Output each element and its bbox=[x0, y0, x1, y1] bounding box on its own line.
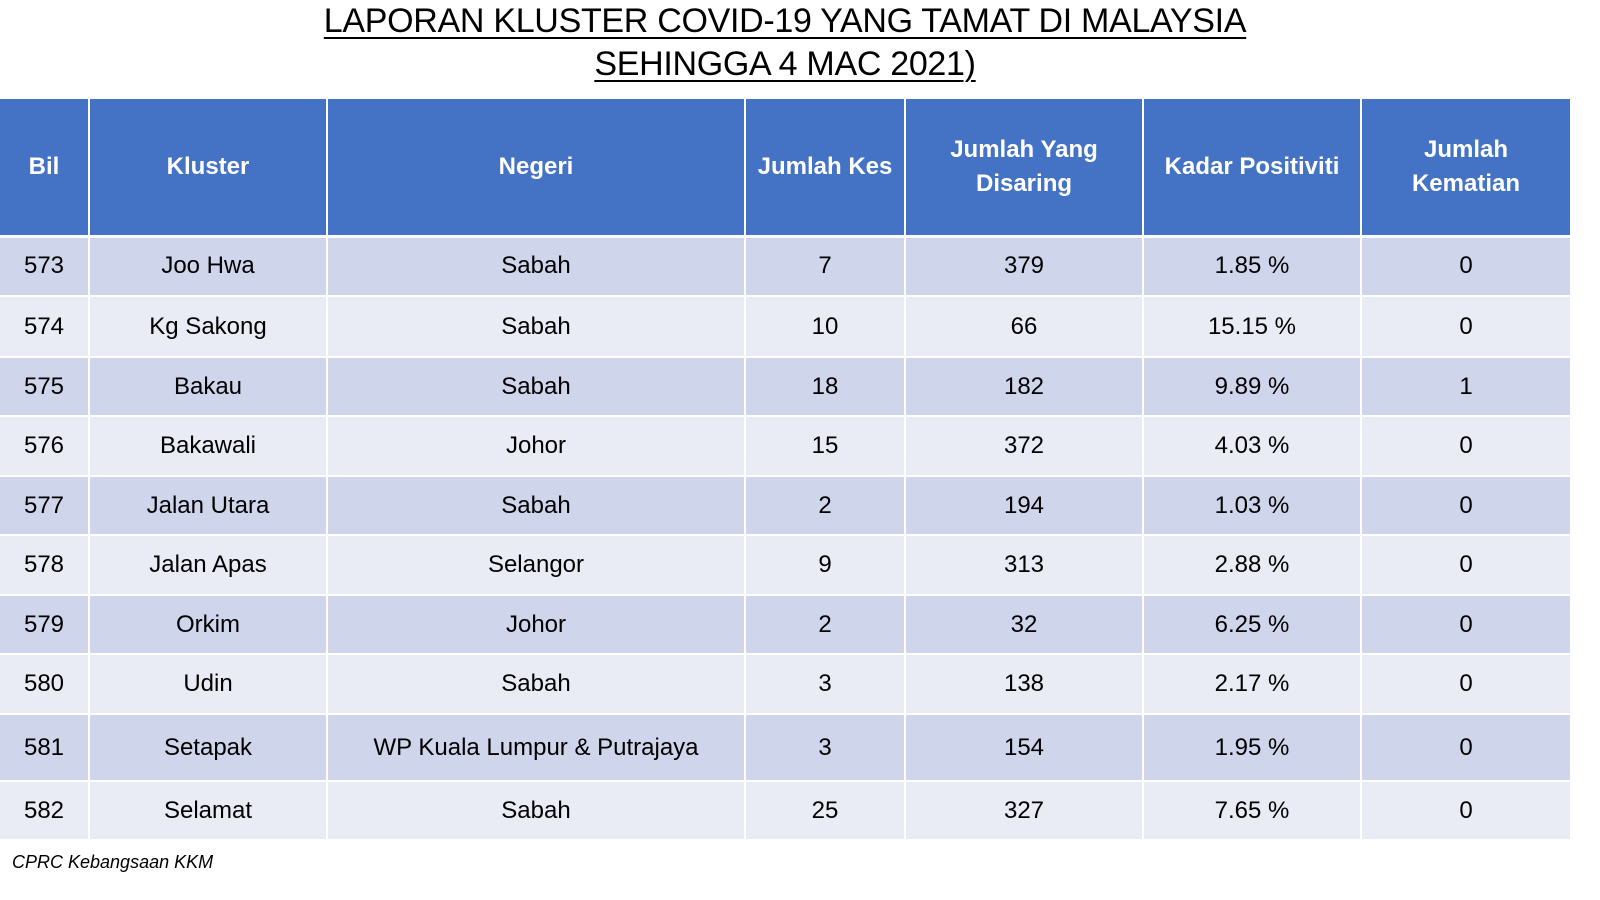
cell-bil: 578 bbox=[0, 535, 90, 596]
cell-negeri: WP Kuala Lumpur & Putrajaya bbox=[327, 714, 746, 782]
source-footnote: CPRC Kebangsaan KKM bbox=[12, 852, 214, 872]
cell-kluster: Jalan Apas bbox=[89, 535, 328, 596]
cell-negeri: Selangor bbox=[327, 535, 746, 596]
cell-jumlah-disaring: 379 bbox=[905, 236, 1144, 297]
cell-jumlah-kes: 25 bbox=[745, 781, 906, 841]
table-body: 573 Joo Hwa Sabah 7 379 1.85 % 0 574 Kg Sakong Sa… bbox=[0, 236, 1570, 841]
header-bil: Bil bbox=[0, 99, 90, 238]
table-row: 576 Bakawali Johor 15 372 4.03 % 0 bbox=[0, 416, 1570, 477]
cell-jumlah-disaring: 372 bbox=[905, 416, 1144, 477]
cell-kluster: Orkim bbox=[89, 595, 328, 655]
cell-negeri: Johor bbox=[327, 595, 746, 655]
cell-jumlah-kematian: 0 bbox=[1361, 416, 1570, 477]
table-row: 573 Joo Hwa Sabah 7 379 1.85 % 0 bbox=[0, 236, 1570, 297]
cell-jumlah-kes: 3 bbox=[745, 654, 906, 715]
cell-negeri: Sabah bbox=[327, 357, 746, 417]
cell-kadar-positiviti: 1.85 % bbox=[1143, 236, 1362, 297]
cell-kluster: Setapak bbox=[89, 714, 328, 782]
cell-jumlah-kematian: 0 bbox=[1361, 714, 1570, 782]
cell-bil: 575 bbox=[0, 357, 90, 417]
cell-jumlah-kematian: 0 bbox=[1361, 236, 1570, 297]
cell-jumlah-kematian: 0 bbox=[1361, 476, 1570, 536]
cell-jumlah-kes: 3 bbox=[745, 714, 906, 782]
header-row: Bil Kluster Negeri Jumlah Kes Jumlah Yan… bbox=[0, 99, 1570, 238]
header-kadar-positiviti: Kadar Positiviti bbox=[1143, 99, 1362, 238]
cell-bil: 579 bbox=[0, 595, 90, 655]
cell-jumlah-disaring: 182 bbox=[905, 357, 1144, 417]
cell-jumlah-kematian: 1 bbox=[1361, 357, 1570, 417]
cell-bil: 582 bbox=[0, 781, 90, 841]
cell-negeri: Sabah bbox=[327, 236, 746, 297]
table-row: 579 Orkim Johor 2 32 6.25 % 0 bbox=[0, 595, 1570, 655]
cell-negeri: Sabah bbox=[327, 476, 746, 536]
cell-jumlah-kes: 10 bbox=[745, 296, 906, 358]
cell-jumlah-kes: 15 bbox=[745, 416, 906, 477]
cell-kluster: Udin bbox=[89, 654, 328, 715]
cell-jumlah-kematian: 0 bbox=[1361, 654, 1570, 715]
table-row: 581 Setapak WP Kuala Lumpur & Putrajaya 3 15… bbox=[0, 714, 1570, 782]
cell-jumlah-kes: 9 bbox=[745, 535, 906, 596]
header-jumlah-disaring: Jumlah Yang Disaring bbox=[905, 99, 1144, 238]
cell-negeri: Sabah bbox=[327, 296, 746, 358]
cell-negeri: Johor bbox=[327, 416, 746, 477]
cell-kluster: Bakau bbox=[89, 357, 328, 417]
cell-jumlah-kes: 18 bbox=[745, 357, 906, 417]
cell-jumlah-disaring: 138 bbox=[905, 654, 1144, 715]
cell-bil: 580 bbox=[0, 654, 90, 715]
cell-kluster: Bakawali bbox=[89, 416, 328, 477]
table-row: 577 Jalan Utara Sabah 2 194 1.03 % 0 bbox=[0, 476, 1570, 536]
cell-jumlah-kematian: 0 bbox=[1361, 535, 1570, 596]
header-kluster: Kluster bbox=[89, 99, 328, 238]
cell-negeri: Sabah bbox=[327, 781, 746, 841]
cell-jumlah-disaring: 313 bbox=[905, 535, 1144, 596]
cell-jumlah-disaring: 154 bbox=[905, 714, 1144, 782]
cell-kluster: Joo Hwa bbox=[89, 236, 328, 297]
cell-bil: 574 bbox=[0, 296, 90, 358]
cell-jumlah-disaring: 327 bbox=[905, 781, 1144, 841]
table-row: 575 Bakau Sabah 18 182 9.89 % 1 bbox=[0, 357, 1570, 417]
cell-jumlah-kematian: 0 bbox=[1361, 781, 1570, 841]
cell-jumlah-kes: 2 bbox=[745, 476, 906, 536]
title-line-1: LAPORAN KLUSTER COVID-19 YANG TAMAT DI M… bbox=[323, 2, 1247, 40]
cell-jumlah-kes: 7 bbox=[745, 236, 906, 297]
title-line-2: SEHINGGA 4 MAC 2021) bbox=[594, 45, 976, 83]
cluster-report-table: Bil Kluster Negeri Jumlah Kes Jumlah Yan… bbox=[0, 99, 1570, 841]
cell-bil: 573 bbox=[0, 236, 90, 297]
cell-jumlah-disaring: 194 bbox=[905, 476, 1144, 536]
cell-kadar-positiviti: 7.65 % bbox=[1143, 781, 1362, 841]
table-row: 582 Selamat Sabah 25 327 7.65 % 0 bbox=[0, 781, 1570, 841]
cell-bil: 581 bbox=[0, 714, 90, 782]
cell-bil: 576 bbox=[0, 416, 90, 477]
table-row: 580 Udin Sabah 3 138 2.17 % 0 bbox=[0, 654, 1570, 715]
cell-negeri: Sabah bbox=[327, 654, 746, 715]
cell-kluster: Jalan Utara bbox=[89, 476, 328, 536]
cell-jumlah-disaring: 66 bbox=[905, 296, 1144, 358]
cell-jumlah-kes: 2 bbox=[745, 595, 906, 655]
cell-kadar-positiviti: 15.15 % bbox=[1143, 296, 1362, 358]
header-negeri: Negeri bbox=[327, 99, 746, 238]
table-header: Bil Kluster Negeri Jumlah Kes Jumlah Yan… bbox=[0, 99, 1570, 238]
cell-kadar-positiviti: 1.03 % bbox=[1143, 476, 1362, 536]
header-jumlah-kematian: Jumlah Kematian bbox=[1361, 99, 1570, 238]
cell-jumlah-kematian: 0 bbox=[1361, 296, 1570, 358]
cell-kadar-positiviti: 2.17 % bbox=[1143, 654, 1362, 715]
header-jumlah-kes: Jumlah Kes bbox=[745, 99, 906, 238]
page-title: LAPORAN KLUSTER COVID-19 YANG TAMAT DI M… bbox=[0, 0, 1570, 86]
cell-kadar-positiviti: 6.25 % bbox=[1143, 595, 1362, 655]
cell-kadar-positiviti: 4.03 % bbox=[1143, 416, 1362, 477]
cell-kadar-positiviti: 9.89 % bbox=[1143, 357, 1362, 417]
table-row: 574 Kg Sakong Sabah 10 66 15.15 % 0 bbox=[0, 296, 1570, 358]
cell-bil: 577 bbox=[0, 476, 90, 536]
cell-jumlah-disaring: 32 bbox=[905, 595, 1144, 655]
cell-kadar-positiviti: 2.88 % bbox=[1143, 535, 1362, 596]
cell-kluster: Selamat bbox=[89, 781, 328, 841]
cell-jumlah-kematian: 0 bbox=[1361, 595, 1570, 655]
cell-kluster: Kg Sakong bbox=[89, 296, 328, 358]
table-row: 578 Jalan Apas Selangor 9 313 2.88 % 0 bbox=[0, 535, 1570, 596]
cell-kadar-positiviti: 1.95 % bbox=[1143, 714, 1362, 782]
